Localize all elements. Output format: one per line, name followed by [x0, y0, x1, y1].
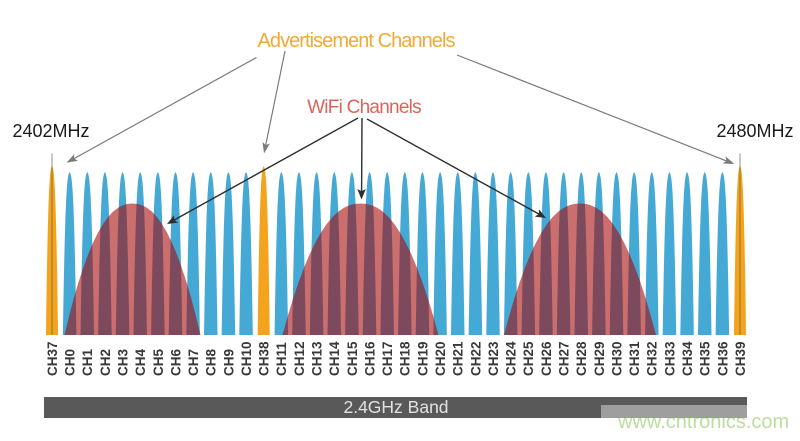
svg-text:CH26: CH26: [539, 341, 554, 376]
svg-text:CH30: CH30: [609, 341, 624, 376]
svg-text:CH38: CH38: [257, 341, 272, 376]
svg-text:CH6: CH6: [168, 349, 183, 376]
svg-text:CH13: CH13: [310, 341, 325, 376]
svg-text:CH32: CH32: [645, 341, 660, 376]
svg-text:CH22: CH22: [468, 341, 483, 376]
svg-text:CH8: CH8: [204, 349, 219, 376]
svg-text:CH18: CH18: [398, 341, 413, 376]
svg-text:CH35: CH35: [698, 341, 713, 376]
svg-text:CH27: CH27: [556, 341, 571, 376]
svg-text:CH5: CH5: [151, 349, 166, 376]
svg-text:CH3: CH3: [115, 349, 130, 376]
svg-text:WiFi Channels: WiFi Channels: [307, 97, 421, 118]
svg-text:CH1: CH1: [80, 349, 95, 376]
svg-text:CH7: CH7: [186, 349, 201, 376]
svg-text:CH33: CH33: [662, 341, 677, 376]
svg-text:www.cntronics.com: www.cntronics.com: [617, 411, 789, 433]
svg-text:CH19: CH19: [415, 341, 430, 376]
svg-text:CH9: CH9: [221, 349, 236, 376]
svg-text:CH10: CH10: [239, 341, 254, 376]
svg-text:CH25: CH25: [521, 341, 536, 376]
svg-text:CH31: CH31: [627, 341, 642, 376]
svg-text:CH2: CH2: [98, 349, 113, 376]
svg-text:CH36: CH36: [715, 341, 730, 376]
svg-text:2.4GHz Band: 2.4GHz Band: [343, 397, 448, 417]
svg-text:CH34: CH34: [680, 341, 695, 376]
svg-text:CH17: CH17: [380, 341, 395, 376]
svg-text:CH39: CH39: [733, 341, 748, 376]
svg-text:CH21: CH21: [451, 341, 466, 376]
svg-text:CH37: CH37: [45, 341, 60, 376]
svg-text:CH23: CH23: [486, 341, 501, 376]
svg-text:CH24: CH24: [504, 341, 519, 376]
svg-text:CH12: CH12: [292, 341, 307, 376]
svg-text:CH15: CH15: [345, 341, 360, 376]
svg-text:CH4: CH4: [133, 349, 148, 376]
svg-text:CH28: CH28: [574, 341, 589, 376]
svg-text:CH11: CH11: [274, 342, 289, 376]
svg-text:Advertisement Channels: Advertisement Channels: [258, 30, 456, 52]
svg-text:2480MHz: 2480MHz: [716, 121, 793, 141]
svg-text:CH20: CH20: [433, 341, 448, 376]
svg-text:CH29: CH29: [592, 341, 607, 376]
svg-text:2402MHz: 2402MHz: [12, 121, 89, 141]
svg-text:CH16: CH16: [362, 341, 377, 376]
svg-text:CH0: CH0: [63, 349, 78, 376]
svg-text:CH14: CH14: [327, 341, 342, 376]
